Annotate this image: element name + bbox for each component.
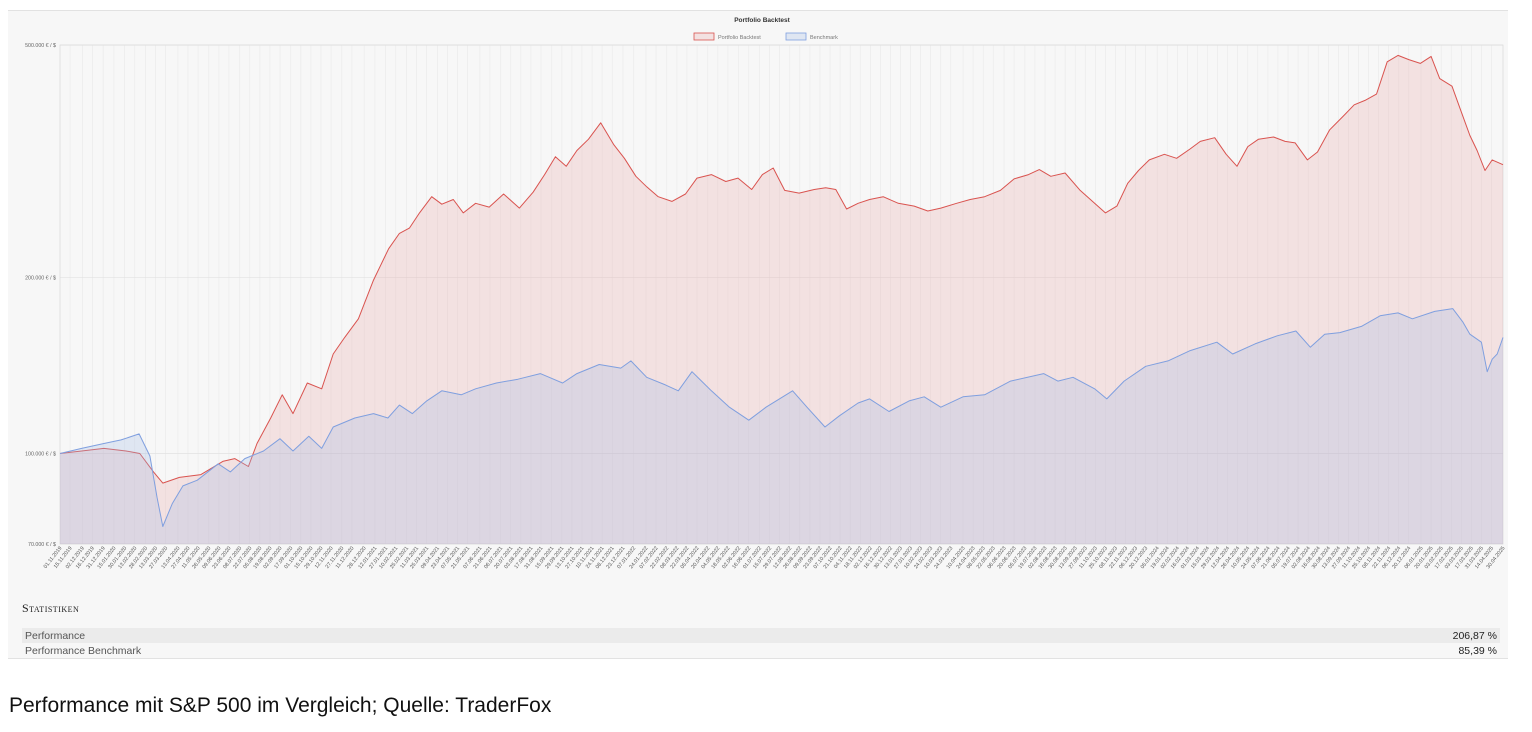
plot-frame — [59, 44, 1504, 545]
legend-label: Benchmark — [810, 35, 838, 41]
y-tick-label: 100.000 € / $ — [25, 451, 56, 457]
stat-label: Performance Benchmark — [25, 644, 142, 657]
figure-caption: Performance mit S&P 500 im Vergleich; Qu… — [9, 694, 552, 717]
series-line-benchmark — [59, 308, 1504, 527]
stat-value: 206,87 % — [1452, 629, 1497, 642]
series-layer — [59, 54, 1504, 545]
legend: Portfolio Backtest Benchmark — [693, 32, 838, 41]
chart-title: Portfolio Backtest — [734, 17, 790, 24]
legend-swatch — [693, 32, 715, 41]
statistics-title: Statistiken — [22, 601, 80, 615]
y-tick-label: 500.000 € / $ — [25, 43, 56, 49]
grid — [59, 44, 1504, 545]
stat-value: 85,39 % — [1458, 644, 1497, 657]
legend-label: Portfolio Backtest — [718, 35, 761, 41]
stat-row-performance-benchmark: Performance Benchmark 85,39 % — [22, 643, 1500, 658]
series-line-portfolio — [59, 54, 1504, 484]
series-area-benchmark — [60, 308, 1503, 544]
series-area-portfolio — [60, 55, 1503, 545]
stat-label: Performance — [25, 629, 86, 642]
y-tick-label: 200.000 € / $ — [25, 276, 56, 282]
axes: 500.000 € / $ 200.000 € / $ 100.000 € / $ 7… — [25, 43, 1507, 570]
stat-row-performance: Performance 206,87 % — [22, 628, 1500, 643]
legend-swatch — [785, 32, 807, 41]
performance-chart: Portfolio Backtest Portfolio Backtest Ben… — [25, 17, 1507, 570]
statistics-section: Statistiken Performance 206,87 % Perform… — [22, 601, 1500, 658]
chart-panel: Portfolio Backtest Portfolio Backtest Ben… — [8, 10, 1508, 659]
y-tick-label: 70.000 € / $ — [28, 542, 56, 548]
